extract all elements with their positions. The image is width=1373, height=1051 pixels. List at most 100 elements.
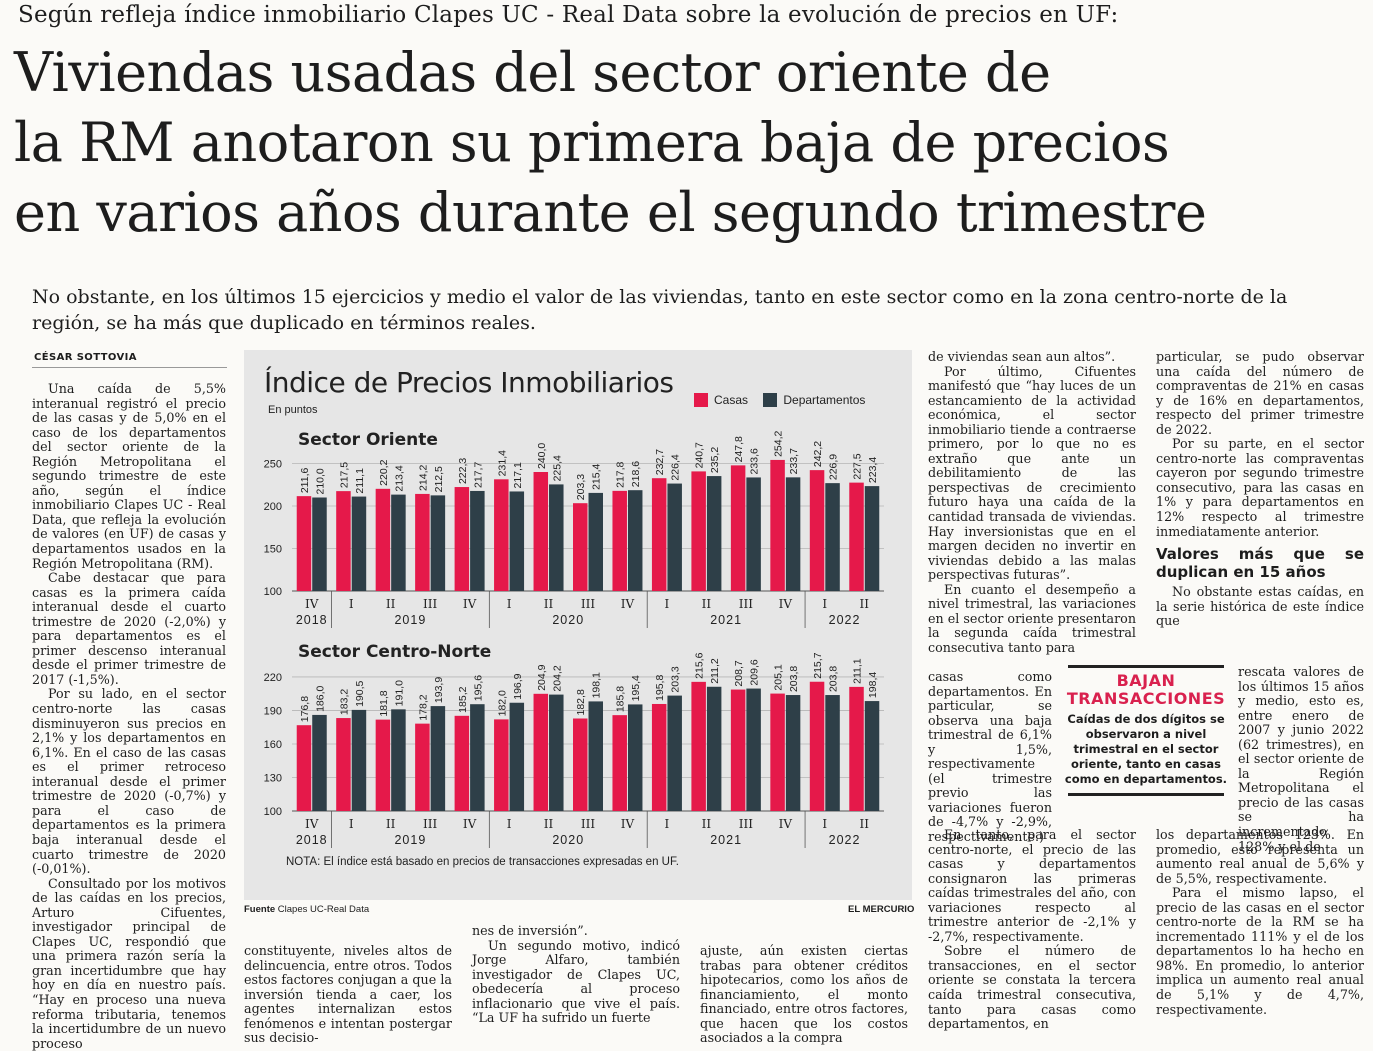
- x-tick-label: IV: [621, 817, 635, 831]
- bar-departamentos: [391, 494, 406, 591]
- x-tick-label: III: [739, 597, 753, 611]
- x-tick-label: III: [581, 597, 595, 611]
- data-label: 193,9: [433, 677, 445, 703]
- bar-departamentos: [509, 491, 525, 591]
- data-label: 176,8: [299, 696, 311, 722]
- paragraph: Un segundo motivo, indicó Jorge Alfaro, …: [472, 937, 680, 1026]
- paragraph: ajuste, aún existen ciertas trabas para …: [700, 943, 908, 1046]
- chart-panel: Índice de Precios Inmobiliarios En punto…: [244, 350, 912, 900]
- headline-line-2: la RM anotaron su primera baja de precio…: [14, 111, 1170, 174]
- x-tick-label: III: [423, 597, 437, 611]
- year-label: 2021: [710, 833, 742, 847]
- bar-casas: [651, 703, 667, 811]
- chart-source: Fuente Clapes UC-Real Data: [244, 904, 369, 915]
- data-label: 217,5: [338, 462, 350, 488]
- paragraph: En tanto, para el sector centro-norte, e…: [928, 827, 1136, 944]
- x-tick-label: IV: [305, 597, 319, 611]
- bar-charts: Sector Oriente 100 150 200 250 211,6 210,0 IV 21…: [264, 430, 884, 848]
- paragraph: Consultado por los motivos de las caídas…: [32, 875, 226, 1051]
- data-label: 196,9: [512, 673, 524, 699]
- byline: CÉSAR SOTTOVIA: [34, 352, 137, 363]
- legend-swatch-departamentos: [763, 393, 778, 408]
- year-label: 2022: [829, 613, 861, 627]
- data-label: 210,0: [314, 468, 326, 494]
- data-label: 235,2: [709, 447, 721, 473]
- headline: Viviendas usadas del sector oriente de l…: [14, 38, 1364, 248]
- data-label: 208,7: [733, 660, 745, 686]
- paragraph: particular, se pudo observar una caída d…: [1156, 349, 1364, 437]
- data-label: 215,7: [812, 652, 824, 678]
- bar-departamentos: [746, 477, 761, 591]
- data-label: 181,8: [378, 690, 390, 716]
- data-label: 195,4: [630, 675, 642, 701]
- paragraph: En cuanto el desempeño a nivel trimestra…: [928, 581, 1136, 655]
- legend-item-departamentos: Departamentos: [763, 392, 865, 408]
- data-label: 205,1: [773, 664, 785, 690]
- bar-casas: [730, 689, 746, 811]
- column-2: constituyente, niveles altos de delincue…: [244, 943, 452, 1046]
- bar-casas: [651, 478, 667, 591]
- x-tick-label: IV: [463, 817, 477, 831]
- bar-departamentos: [549, 484, 564, 591]
- x-tick-label: IV: [779, 817, 793, 831]
- callout-top-rule: [1068, 665, 1224, 668]
- bar-casas: [573, 503, 588, 591]
- data-label: 190,5: [354, 680, 366, 706]
- data-label: 195,8: [654, 675, 666, 701]
- callout-title: BAJAN TRANSACCIONES: [1062, 672, 1230, 708]
- column-5-wrap: casas como departamentos. En particular,…: [928, 669, 1052, 845]
- data-label: 203,3: [575, 474, 587, 500]
- data-label: 204,9: [536, 664, 548, 690]
- paragraph: Por su lado, en el sector centro-norte l…: [32, 686, 226, 877]
- column-5-top: de viviendas sean aun altos”. Por último…: [928, 349, 1136, 655]
- data-label: 240,7: [694, 442, 706, 468]
- y-tick-label: 160: [264, 739, 282, 751]
- data-label: 182,0: [496, 690, 508, 716]
- x-tick-label: II: [386, 597, 396, 611]
- source-label: Fuente: [244, 904, 276, 915]
- data-label: 254,2: [773, 430, 785, 456]
- x-tick-label: II: [544, 597, 554, 611]
- data-label: 215,6: [694, 652, 706, 678]
- bar-departamentos: [746, 688, 761, 811]
- paragraph: Por su parte, en el sector centro-norte …: [1156, 436, 1364, 539]
- data-label: 211,2: [709, 658, 721, 684]
- data-label: 186,0: [314, 685, 326, 711]
- data-label: 185,2: [457, 686, 469, 712]
- bar-departamentos: [785, 477, 801, 591]
- data-label: 226,4: [670, 454, 682, 480]
- bar-departamentos: [588, 701, 603, 811]
- column-6-wrap: rescata valores de los últimos 15 años y…: [1238, 664, 1364, 854]
- data-label: 233,6: [749, 448, 761, 474]
- x-tick-label: II: [386, 817, 396, 831]
- data-label: 227,5: [852, 453, 864, 479]
- data-label: 223,4: [867, 457, 879, 483]
- x-tick-label: IV: [463, 597, 477, 611]
- y-tick-label: 250: [264, 459, 282, 471]
- data-label: 217,1: [512, 462, 524, 488]
- data-label: 211,1: [852, 658, 864, 684]
- bar-casas: [691, 471, 706, 591]
- data-label: 215,4: [591, 463, 603, 489]
- data-label: 220,2: [378, 459, 390, 485]
- paragraph: Cabe destacar que para casas es la prime…: [32, 570, 226, 687]
- paragraph: rescata valores de los últimos 15 años y…: [1238, 664, 1364, 854]
- paragraph: los departamentos 123%. En promedio, est…: [1156, 827, 1364, 886]
- bar-departamentos: [864, 701, 880, 811]
- x-tick-label: IV: [305, 817, 319, 831]
- data-label: 203,8: [788, 666, 800, 692]
- data-label: 231,4: [496, 450, 508, 476]
- data-label: 233,7: [788, 448, 800, 474]
- bar-casas: [454, 487, 470, 591]
- bar-departamentos: [351, 496, 367, 591]
- x-tick-label: II: [702, 597, 712, 611]
- y-tick-label: 150: [264, 544, 282, 556]
- paragraph: No obstante estas caídas, en la serie hi…: [1156, 584, 1364, 629]
- bar-casas: [296, 496, 312, 591]
- bar-casas: [415, 493, 430, 591]
- paragraph: Por último, Cifuentes manifestó que “hay…: [928, 363, 1136, 583]
- data-label: 214,2: [417, 464, 429, 490]
- bar-departamentos: [549, 694, 564, 811]
- data-label: 182,8: [575, 689, 587, 715]
- year-label: 2022: [829, 833, 861, 847]
